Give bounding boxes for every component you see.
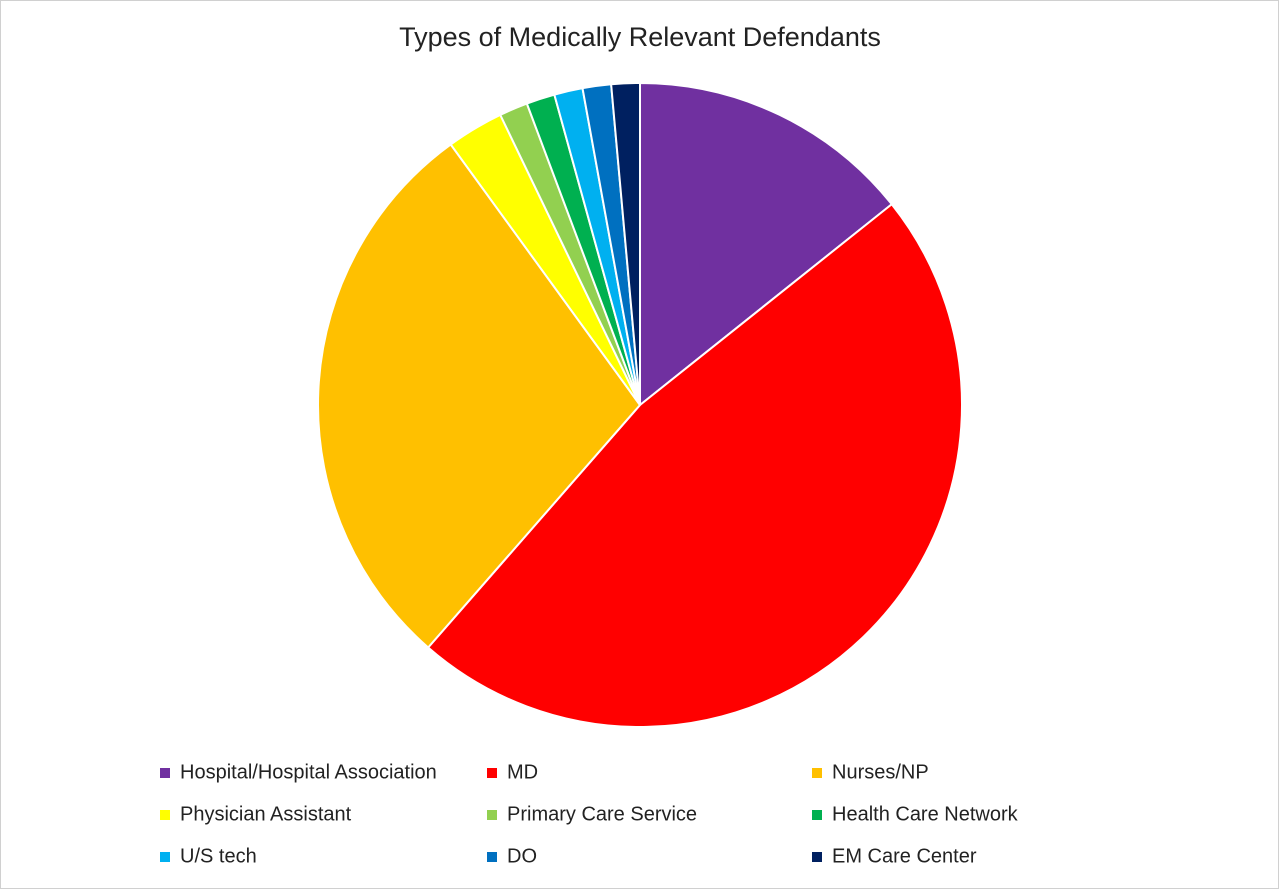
chart-title: Types of Medically Relevant Defendants (399, 22, 881, 52)
legend-swatch (487, 852, 497, 862)
legend-label: DO (507, 845, 537, 867)
pie-slice (639, 81, 894, 408)
legend-swatch (487, 810, 497, 820)
legend-label: EM Care Center (832, 845, 977, 867)
pie-slice (317, 143, 642, 649)
legend-label: Physician Assistant (180, 803, 352, 825)
legend-label: Nurses/NP (832, 761, 929, 783)
legend-swatch (812, 810, 822, 820)
legend-label: U/S tech (180, 845, 257, 867)
legend-swatch (160, 810, 170, 820)
pie-slice (610, 81, 641, 406)
legend-swatch (160, 768, 170, 778)
legend-swatch (812, 852, 822, 862)
legend-swatch (160, 852, 170, 862)
pie-slice (426, 202, 963, 728)
legend-swatch (487, 768, 497, 778)
legend-label: Hospital/Hospital Association (180, 761, 437, 783)
legend-label: Primary Care Service (507, 803, 697, 825)
legend-label: Health Care Network (832, 803, 1019, 825)
legend-label: MD (507, 761, 538, 783)
legend-swatch (812, 768, 822, 778)
